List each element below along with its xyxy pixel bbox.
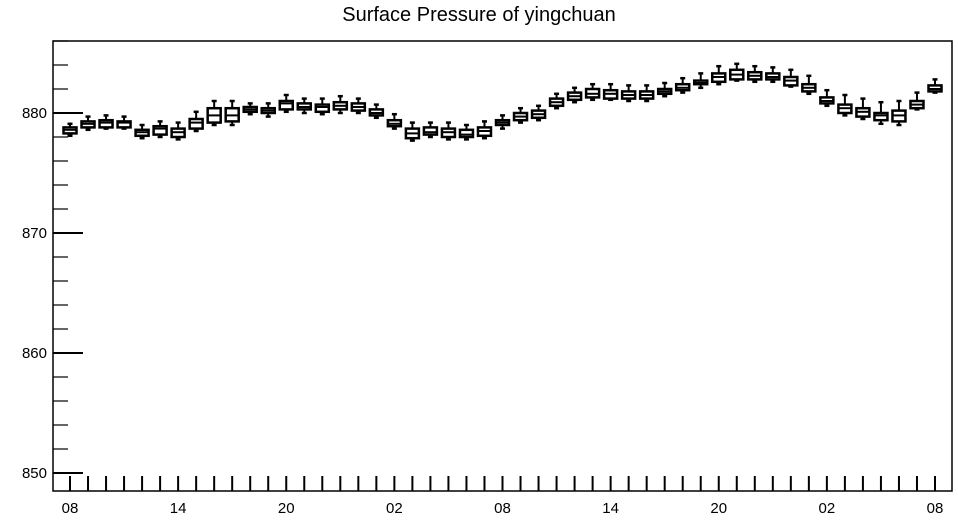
box-item — [242, 102, 258, 116]
box-body — [422, 126, 439, 136]
box-item — [404, 121, 421, 142]
box-item — [674, 76, 691, 94]
box-item — [134, 123, 150, 140]
box-item — [206, 99, 222, 127]
box-item — [602, 82, 619, 102]
box-body — [278, 99, 294, 111]
box-item — [350, 97, 367, 115]
x-tick-label: 20 — [710, 500, 727, 517]
box-item — [783, 68, 799, 88]
y-tick-label: 850 — [22, 465, 47, 482]
x-tick-label: 14 — [170, 500, 187, 517]
boxplot-series — [62, 62, 943, 142]
y-tick-label: 880 — [22, 105, 47, 122]
box-item — [440, 121, 457, 141]
box-item — [62, 122, 78, 138]
box-item — [152, 120, 168, 139]
box-item — [170, 121, 186, 141]
x-tick-label: 02 — [386, 500, 403, 517]
plot-frame — [52, 40, 953, 492]
box-item — [729, 62, 745, 82]
box-body — [152, 124, 168, 136]
box-item — [855, 97, 871, 121]
box-body — [458, 128, 475, 139]
box-item — [909, 91, 925, 111]
x-tick-label: 08 — [494, 500, 511, 517]
box-item — [819, 88, 835, 108]
box-item — [296, 97, 313, 115]
box-item — [188, 110, 204, 133]
y-tick-label: 860 — [22, 345, 47, 362]
box-item — [260, 102, 276, 118]
box-item — [891, 99, 907, 127]
x-tick-label: 08 — [62, 500, 79, 517]
box-item — [638, 84, 655, 103]
box-item — [422, 121, 439, 139]
box-item — [801, 74, 817, 96]
y-tick-label: 870 — [22, 225, 47, 242]
box-item — [278, 93, 294, 114]
box-item — [476, 120, 493, 140]
box-item — [386, 112, 403, 130]
box-item — [692, 72, 709, 90]
box-item — [584, 82, 601, 102]
box-body — [116, 120, 132, 129]
x-tick-label: 20 — [278, 500, 295, 517]
box-item — [711, 64, 727, 86]
box-item — [566, 86, 583, 104]
box-item — [80, 115, 96, 132]
box-item — [98, 114, 114, 130]
box-body — [873, 111, 889, 122]
box-item — [747, 64, 763, 84]
chart-title: Surface Pressure of yingchuan — [342, 4, 616, 26]
box-item — [927, 78, 943, 94]
box-item — [512, 106, 529, 124]
box-item — [368, 103, 385, 120]
box-item — [620, 84, 637, 103]
box-item — [530, 104, 547, 122]
box-item — [332, 94, 349, 115]
x-tick-label: 08 — [927, 500, 944, 517]
box-item — [548, 92, 565, 110]
box-item — [494, 114, 511, 130]
box-item — [837, 93, 853, 117]
box-item — [873, 100, 889, 126]
box-body — [314, 103, 331, 114]
box-body — [98, 118, 114, 129]
box-item — [314, 97, 331, 116]
box-body — [188, 117, 204, 130]
box-item — [765, 66, 781, 84]
y-axis: 850 860 870 880 — [22, 40, 83, 482]
x-axis: 08 14 20 02 08 14 20 02 08 — [62, 476, 944, 517]
box-item — [458, 123, 475, 141]
box-item — [656, 81, 673, 98]
x-tick-label: 02 — [819, 500, 836, 517]
x-tick-label: 14 — [602, 500, 619, 517]
box-item — [224, 99, 240, 127]
box-item — [116, 115, 132, 130]
